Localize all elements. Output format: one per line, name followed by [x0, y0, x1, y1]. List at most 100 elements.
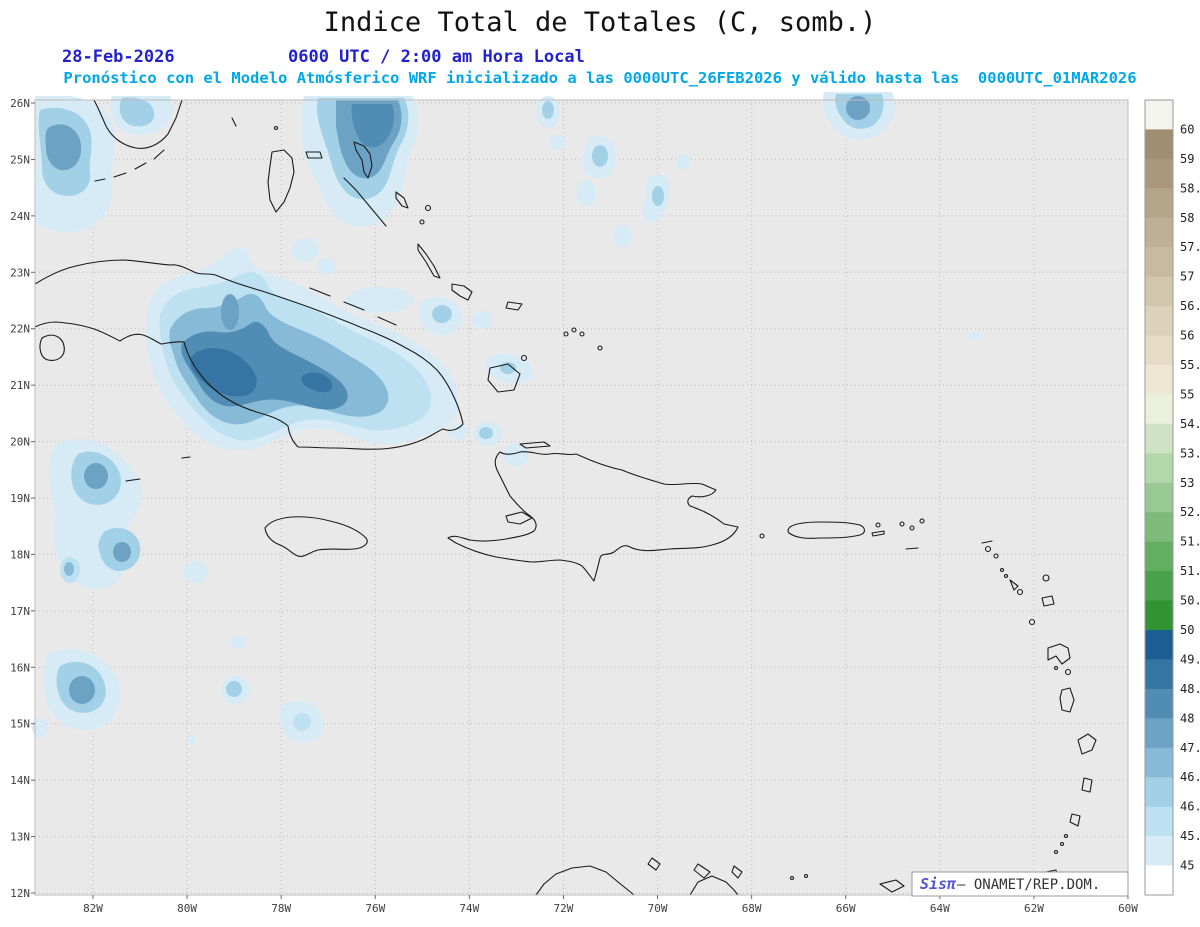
coastline-aruba — [647, 857, 661, 871]
shading-blob — [221, 294, 239, 330]
coastline-caicos-3 — [579, 331, 585, 337]
colorbar-segment — [1145, 512, 1173, 543]
coastline-culebra — [875, 522, 881, 528]
colorbar-segment — [1145, 541, 1173, 572]
coastline-les-saintes — [1053, 665, 1059, 671]
colorbar-segment — [1145, 158, 1173, 189]
colorbar-segment — [1145, 217, 1173, 248]
coastline-nevis — [1016, 588, 1024, 596]
coastline-tortue — [519, 441, 551, 449]
coastline-virgin-islands — [899, 518, 925, 550]
shading-blob — [69, 676, 95, 704]
colorbar-segment — [1145, 630, 1173, 660]
lat-label: 21N — [10, 379, 30, 392]
coastline-st-lucia — [1081, 777, 1093, 793]
shading-blob — [471, 311, 493, 329]
lat-label: 20N — [10, 436, 30, 449]
lon-label: 60W — [1118, 902, 1138, 915]
coastline-caicos-1 — [563, 331, 569, 337]
coastline-exuma-chain — [343, 177, 387, 227]
shading-blob — [479, 427, 493, 439]
shading-blob — [293, 713, 311, 731]
colorbar-segment — [1145, 100, 1173, 130]
coastline-grenadines-3 — [1053, 849, 1059, 855]
lat-label: 14N — [10, 774, 30, 787]
coastline-eleuthera — [353, 141, 373, 179]
coastline-paraguana — [689, 875, 739, 896]
coastline-florida — [93, 99, 183, 149]
coastlines — [34, 99, 1097, 896]
colorbar-label: 53.6 — [1180, 446, 1200, 460]
coastline-florida-keys — [94, 149, 165, 182]
coastline-antigua — [1041, 595, 1055, 607]
coastline-andros — [267, 149, 295, 213]
shading-blob — [188, 736, 196, 744]
coastline-long-island — [417, 243, 441, 279]
watermark-brand: Sisπ — [920, 875, 957, 893]
colorbar-label: 46.8 — [1180, 770, 1200, 784]
colorbar-segment — [1145, 836, 1173, 867]
forecast-date: 28-Feb-2026 — [62, 47, 175, 67]
coastline-st-kitts — [1009, 579, 1019, 591]
coastline-vieques — [871, 530, 885, 537]
shading-blob — [613, 225, 631, 247]
shading-blob — [676, 154, 690, 170]
coastline-great-inagua — [487, 363, 521, 393]
colorbar-segment — [1145, 600, 1173, 631]
colorbar-segment — [1145, 747, 1173, 778]
lat-label: 26N — [10, 97, 30, 110]
shading-blob — [504, 443, 528, 467]
colorbar-label: 55 — [1180, 387, 1194, 401]
colorbar-label: 49.2 — [1180, 652, 1200, 666]
map-background — [35, 100, 1128, 895]
coastline-st-croix — [905, 547, 919, 550]
page-title: Indice Total de Totales (C, somb.) — [323, 7, 877, 38]
coastline-anegada — [919, 518, 925, 524]
colorbar-segment — [1145, 188, 1173, 219]
total-totals-shading — [32, 92, 979, 744]
lat-label: 12N — [10, 887, 30, 900]
shading-blob — [346, 287, 414, 313]
coastline-new-providence — [305, 151, 323, 159]
coastline-jamaica — [264, 516, 368, 557]
shading-blob — [549, 134, 565, 150]
coastline-statia — [1003, 573, 1009, 579]
coastline-st-martin — [984, 545, 992, 553]
shading-blob — [45, 124, 82, 171]
longitude-axis: 82W 80W 78W 76W 74W 72W 70W 68W 66W 64W 62W 60W — [83, 902, 1138, 915]
coastline-grenadines-2 — [1059, 841, 1065, 847]
coastline-san-salvador — [424, 204, 432, 212]
colorbar-label: 51.8 — [1180, 535, 1200, 549]
coastline-gonave — [505, 511, 533, 525]
shading-blob — [84, 463, 108, 489]
coastline-st-vincent — [1069, 813, 1081, 827]
coastline-lesser-antilles — [981, 540, 1097, 885]
lat-label: 24N — [10, 210, 30, 223]
shading-blob — [592, 145, 608, 167]
lat-label: 15N — [10, 718, 30, 731]
lon-label: 80W — [177, 902, 197, 915]
shading-blob — [351, 104, 394, 148]
coastline-abc-islands — [647, 857, 743, 879]
coastline-bonaire — [731, 865, 743, 879]
coastline-berry-islands — [273, 125, 279, 131]
lat-label: 17N — [10, 605, 30, 618]
colorbar-segment — [1145, 659, 1173, 690]
coastline-montserrat — [1028, 618, 1036, 626]
forecast-time: 0600 UTC / 2:00 am Hora Local — [288, 47, 585, 67]
coastline-dominica — [1059, 687, 1075, 713]
shading-blob — [969, 332, 979, 340]
colorbar-segment — [1145, 688, 1173, 719]
coastline-isla-juventud — [39, 334, 65, 361]
coastline-crooked-acklins — [451, 283, 473, 301]
colorbar-label: 46.2 — [1180, 800, 1200, 814]
shading-blob — [119, 97, 155, 127]
shading-blob — [448, 424, 468, 440]
shading-blob — [184, 561, 208, 583]
shading-blob — [32, 718, 48, 738]
lat-label: 18N — [10, 548, 30, 561]
colorbar-label: 45.6 — [1180, 829, 1200, 843]
colorbar-segments — [1145, 100, 1173, 896]
lat-label: 13N — [10, 831, 30, 844]
coastline-cat-island — [395, 191, 409, 209]
